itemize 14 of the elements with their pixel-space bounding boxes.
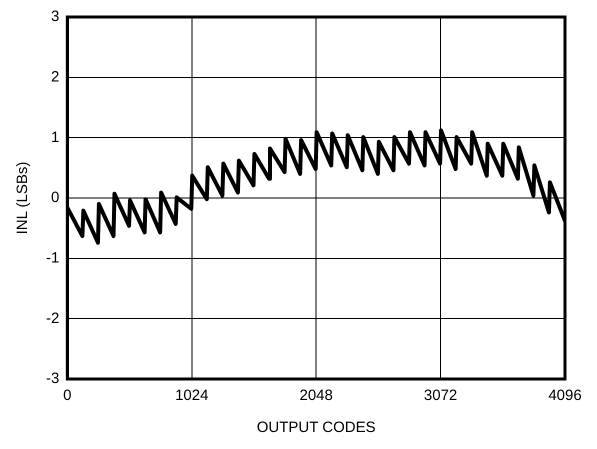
y-tick-label: 2	[50, 68, 60, 86]
y-tick-label: 3	[50, 8, 60, 26]
y-tick-label: -2	[46, 310, 60, 327]
x-tick-label: 1024	[175, 387, 208, 404]
x-tick-label: 4096	[548, 387, 582, 404]
y-tick-label: -1	[46, 249, 60, 266]
x-tick-label: 2048	[299, 387, 333, 404]
y-tick-label: 1	[50, 128, 60, 146]
y-tick-label: -3	[46, 370, 60, 388]
y-tick-label: 0	[50, 189, 60, 206]
y-axis-title: INL (LSBs)	[14, 162, 32, 234]
x-axis-title: OUTPUT CODES	[256, 419, 376, 436]
x-tick-label: 0	[63, 387, 72, 404]
x-tick-label: 3072	[424, 387, 458, 404]
